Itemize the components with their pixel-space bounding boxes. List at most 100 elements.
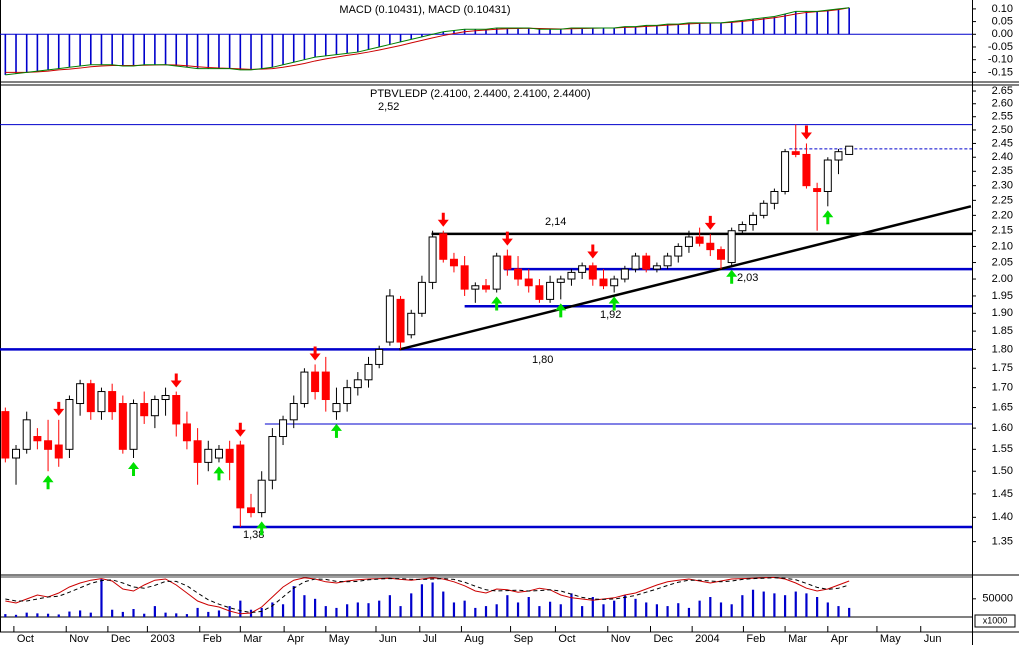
y-tick-label: 1.45	[992, 488, 1013, 500]
bar	[89, 612, 92, 617]
candle-body	[247, 507, 256, 514]
bar	[474, 29, 477, 35]
bar	[367, 603, 370, 617]
buy-arrow	[330, 423, 342, 438]
bar	[132, 34, 135, 67]
x-tick-label: Nov	[69, 633, 89, 645]
bar	[442, 31, 445, 35]
y-tick-label: 2.30	[992, 180, 1013, 192]
bar	[25, 612, 28, 617]
sell-arrow	[234, 422, 246, 437]
level-label: 2,14	[545, 216, 566, 228]
bar	[570, 27, 573, 35]
bar	[25, 34, 28, 73]
bar	[239, 34, 242, 70]
bar	[121, 611, 124, 617]
candle-body	[524, 278, 533, 287]
y-tick-label: 1.70	[992, 382, 1013, 394]
x-tick-label: 2003	[150, 633, 174, 645]
candle-body	[599, 278, 608, 287]
bar	[549, 29, 551, 35]
y-tick-label: 1.95	[992, 290, 1013, 302]
candle-body	[108, 391, 117, 413]
buy-arrow	[555, 303, 567, 318]
y-tick-label: 50000	[982, 593, 1013, 605]
bar	[559, 29, 562, 35]
candle-body	[791, 151, 800, 155]
bar	[313, 598, 317, 617]
sell-arrow	[704, 215, 716, 230]
price-title: PTBVLEDP (2.4100, 2.4400, 2.4100, 2.4400…	[370, 88, 591, 100]
bar	[420, 584, 424, 617]
candle-body	[749, 214, 758, 226]
bar	[484, 606, 488, 617]
bar	[217, 610, 221, 617]
bar	[784, 13, 786, 35]
buy-arrow	[608, 296, 620, 311]
bar	[634, 598, 637, 617]
candle-body	[204, 448, 213, 463]
y-tick-label: 2.05	[992, 256, 1013, 268]
bar	[506, 595, 509, 617]
candle-body	[781, 151, 790, 192]
y-tick-label: 2.10	[992, 240, 1013, 252]
bar	[218, 34, 220, 69]
candle-body	[86, 383, 95, 413]
x-tick-label: Oct	[558, 633, 575, 645]
bar	[399, 34, 402, 42]
bar	[175, 613, 178, 617]
bar	[698, 22, 701, 35]
y-tick-label: 1.75	[992, 362, 1013, 374]
bar	[794, 591, 797, 617]
bar	[271, 602, 274, 617]
bar	[453, 30, 455, 35]
y-tick-label: 2.55	[992, 111, 1013, 123]
candle-body	[759, 202, 768, 216]
candle-body	[364, 363, 373, 381]
bar	[399, 606, 402, 617]
line-series	[5, 7, 850, 76]
y-tick-label: 1.90	[992, 307, 1013, 319]
bar	[677, 603, 680, 617]
bar	[388, 595, 391, 617]
y-tick-label: -0.10	[988, 54, 1013, 66]
bar	[805, 593, 808, 617]
bar	[773, 16, 776, 35]
candle-body	[44, 440, 53, 450]
candle-body	[823, 159, 832, 192]
x-tick-label: 2004	[695, 633, 719, 645]
buy-arrow	[213, 466, 225, 481]
bar	[548, 601, 552, 617]
bar	[196, 607, 199, 617]
x-tick-label: Nov	[611, 633, 631, 645]
bar	[36, 613, 39, 617]
y-tick-label: -0.05	[988, 41, 1013, 53]
bar	[794, 11, 797, 35]
candle-body	[802, 153, 811, 187]
candle-body	[97, 391, 106, 413]
bar	[613, 27, 615, 35]
bar	[591, 597, 594, 617]
candle-body	[214, 448, 223, 459]
bar	[506, 27, 509, 35]
bar	[516, 602, 520, 617]
candle-body	[257, 479, 266, 514]
bar	[324, 34, 327, 56]
candle-body	[321, 371, 330, 401]
bar	[89, 34, 92, 65]
candle-body	[417, 281, 426, 314]
candle-body	[663, 255, 672, 267]
candle-body	[140, 403, 149, 417]
candle-body	[695, 236, 704, 244]
candle-body	[353, 379, 362, 389]
bar	[730, 604, 733, 617]
bar	[4, 614, 7, 617]
bar	[46, 613, 50, 617]
candle-body	[738, 224, 747, 232]
bar	[378, 34, 380, 47]
bar	[303, 34, 306, 60]
bar	[185, 614, 189, 617]
bar	[666, 24, 669, 35]
